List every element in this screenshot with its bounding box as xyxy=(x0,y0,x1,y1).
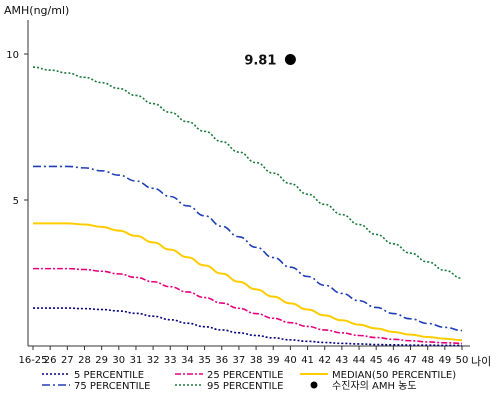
legend-label: 95 PERCENTILE xyxy=(207,381,283,392)
series-line xyxy=(32,222,463,342)
x-tick-label: 43 xyxy=(336,355,349,366)
x-tick-label: 28 xyxy=(78,355,91,366)
x-tick-label: 49 xyxy=(438,355,451,366)
x-tick-label: 27 xyxy=(61,355,74,366)
legend-label: 75 PERCENTILE xyxy=(74,381,150,392)
x-tick-label: 38 xyxy=(250,355,263,366)
legend-label: 25 PERCENTILE xyxy=(207,370,283,381)
x-tick-label: 41 xyxy=(301,355,314,366)
x-tick-label: 16-25 xyxy=(18,355,47,366)
legend-label: 5 PERCENTILE xyxy=(74,370,144,381)
y-tick-label: 5 xyxy=(13,196,19,207)
amh-point-label: 9.81 xyxy=(244,54,276,69)
legend-label: MEDIAN(50 PERCENTILE) xyxy=(332,370,456,381)
x-tick-label: 46 xyxy=(387,355,400,366)
series-layer xyxy=(32,66,463,347)
x-tick-label: 50 xyxy=(456,355,469,366)
x-tick-label: 33 xyxy=(164,355,177,366)
x-tick-label: 36 xyxy=(215,355,228,366)
x-tick-label: 45 xyxy=(370,355,383,366)
x-tick-label: 29 xyxy=(95,355,108,366)
legend-marker-label: 수진자의 AMH 농도 xyxy=(332,380,417,392)
series-line xyxy=(32,66,463,280)
series-line xyxy=(33,307,462,347)
x-tick-label: 31 xyxy=(130,355,143,366)
x-tick-label: 48 xyxy=(421,355,434,366)
y-tick-label: 10 xyxy=(6,50,19,61)
series-line xyxy=(32,267,463,345)
y-axis-title: AMH(ng/ml) xyxy=(4,4,69,17)
amh-point xyxy=(284,54,296,66)
x-tick-label: 40 xyxy=(284,355,297,366)
x-tick-label: 35 xyxy=(198,355,211,366)
x-tick-label: 37 xyxy=(233,355,246,366)
x-tick-label: 30 xyxy=(112,355,125,366)
series-line xyxy=(33,165,463,332)
x-tick-label: 47 xyxy=(404,355,417,366)
marker-layer: 9.81 xyxy=(244,54,296,69)
x-tick-label: 34 xyxy=(181,355,194,366)
legend-marker-swatch xyxy=(310,381,318,389)
x-tick-label: 42 xyxy=(318,355,331,366)
x-tick-label: 32 xyxy=(147,355,160,366)
x-axis-title: 나이 xyxy=(471,355,491,368)
x-tick-label: 44 xyxy=(353,355,366,366)
x-tick-label: 39 xyxy=(267,355,280,366)
x-tick-label: 26 xyxy=(44,355,57,366)
